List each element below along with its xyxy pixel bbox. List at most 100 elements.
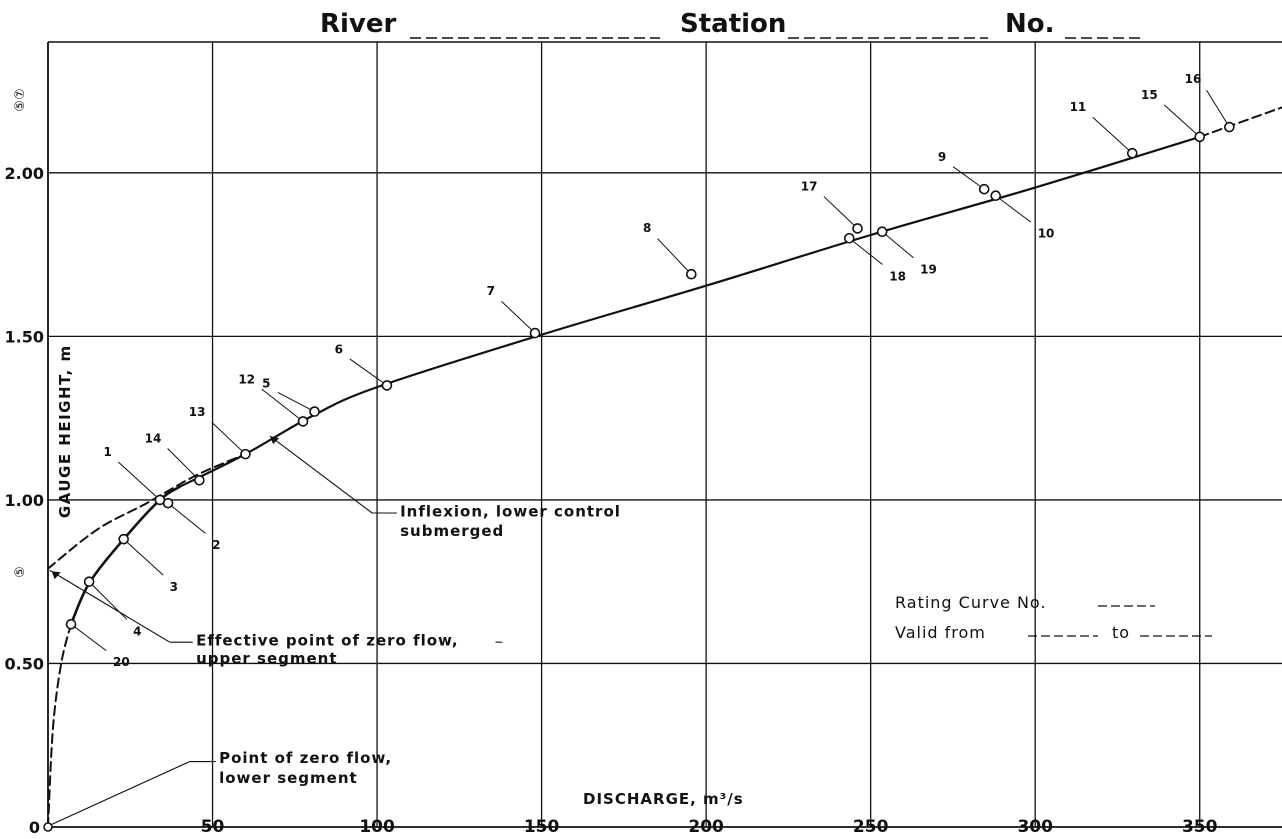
measurement-point [686, 268, 697, 280]
point-label: 18 [889, 269, 906, 283]
annotation-leader-line [269, 435, 373, 514]
chart-header: River Station No. [320, 9, 1140, 39]
point-label: 20 [113, 655, 130, 669]
point-label: 3 [170, 580, 178, 594]
annotation-leader-line [49, 761, 190, 826]
valid-to-label: to [1112, 623, 1130, 642]
point-label: 7 [487, 284, 495, 298]
measurement-point [876, 226, 888, 238]
measurement-point [978, 183, 990, 195]
point-label: 10 [1038, 227, 1055, 241]
measurement-point [65, 618, 77, 630]
measurement-point [240, 448, 251, 460]
point-label: 16 [1185, 72, 1202, 86]
y-tick-label: 1.50 [5, 327, 44, 346]
point-leader-line [657, 238, 689, 271]
annotation-text: upper segment [196, 649, 337, 667]
x-tick-label: 200 [688, 817, 724, 837]
margin-stamp-top: ⑤⑦ [13, 88, 28, 111]
point-leader-line [74, 626, 107, 652]
annotation-arrowhead [51, 571, 61, 580]
point-label: 14 [145, 431, 162, 445]
margin-stamps: ⑤⑦ ⑤ [13, 88, 28, 577]
measurement-point [1224, 121, 1235, 133]
point-label: 17 [801, 179, 818, 193]
point-label: 2 [212, 538, 220, 552]
point-leader-line [127, 542, 164, 576]
origin-label: 0 [29, 818, 40, 837]
measurement-point [529, 327, 541, 339]
y-tick-label: 1.00 [5, 491, 44, 510]
x-tick-label: 300 [1017, 817, 1053, 837]
point-label: 9 [938, 150, 946, 164]
point-label: 11 [1070, 100, 1087, 114]
measurement-point [297, 416, 309, 427]
x-tick-label: 50 [201, 817, 225, 837]
annotation-text: Effective point of zero flow, [196, 631, 459, 649]
measurement-point [990, 190, 1002, 202]
point-leader-line [501, 300, 532, 331]
point-leader-line [117, 461, 157, 497]
point-leader-line [171, 505, 206, 534]
measurement-point [118, 533, 129, 545]
point-leader-line [823, 196, 855, 226]
point-label: 8 [643, 221, 651, 235]
number-label: No. [1005, 9, 1055, 39]
axes: 50 100 150 200 250 300 350 0.50 1.00 1.50 2.00 0 DIS… [5, 41, 1282, 837]
point-label: 15 [1141, 88, 1158, 102]
point-leader-line [1092, 116, 1129, 151]
point-leader-line [1206, 89, 1228, 124]
grid [48, 42, 1282, 827]
measurement-point [83, 576, 95, 587]
point-label: 6 [335, 342, 343, 356]
y-axis-title: GAUGE HEIGHT, m [56, 344, 74, 518]
measurement-point [194, 474, 205, 486]
point-label: 19 [920, 263, 937, 277]
point-label: 1 [104, 445, 112, 459]
y-tick-label: 0.50 [5, 654, 44, 673]
point-leader-line [349, 358, 384, 383]
point-label: 4 [133, 625, 141, 639]
annotation-text: Inflexion, lower control [400, 502, 621, 520]
upper-curve-to-zero-flow [47, 453, 247, 570]
lower-curve-extension [47, 623, 72, 828]
point-leader-line [885, 234, 914, 259]
point-leader-line [1163, 104, 1197, 134]
x-tick-label: 150 [524, 817, 560, 837]
zero-flow-point [43, 822, 53, 832]
point-label: 12 [238, 372, 255, 386]
point-label: 5 [262, 377, 270, 391]
rating-curve-box: Rating Curve No. Valid from to [895, 593, 1212, 642]
valid-from-label: Valid from [895, 623, 986, 642]
annotations: Inflexion, lower control submerged Effecti… [43, 435, 621, 832]
point-leader-line [999, 198, 1032, 223]
station-label: Station [680, 9, 786, 39]
point-leader-line [277, 391, 311, 410]
upper-curve-extension [1198, 106, 1282, 138]
margin-stamp-middle: ⑤ [13, 566, 28, 578]
measurement-point [852, 223, 863, 234]
annotation-arrowhead [270, 436, 280, 445]
rating-curve-number-label: Rating Curve No. [895, 593, 1047, 612]
measurement-point [309, 406, 320, 417]
point-leader-line [92, 584, 128, 620]
y-tick-label: 2.00 [5, 164, 44, 183]
x-tick-label: 250 [853, 817, 889, 837]
measurement-point [162, 497, 174, 509]
point-leader-line [952, 166, 981, 187]
measurement-point [843, 232, 855, 244]
measurement-point [381, 380, 393, 391]
point-leader-line [211, 421, 243, 452]
point-leader-line [261, 388, 300, 419]
rating-curves [47, 106, 1282, 828]
annotation-text: Point of zero flow, [219, 749, 392, 767]
upper-rating-curve [178, 135, 1201, 488]
measurement-point [1126, 147, 1138, 159]
x-tick-label: 100 [359, 817, 395, 837]
annotation-text: submerged [400, 522, 504, 540]
lower-rating-curve [69, 485, 181, 626]
measurement-point [1194, 131, 1206, 143]
